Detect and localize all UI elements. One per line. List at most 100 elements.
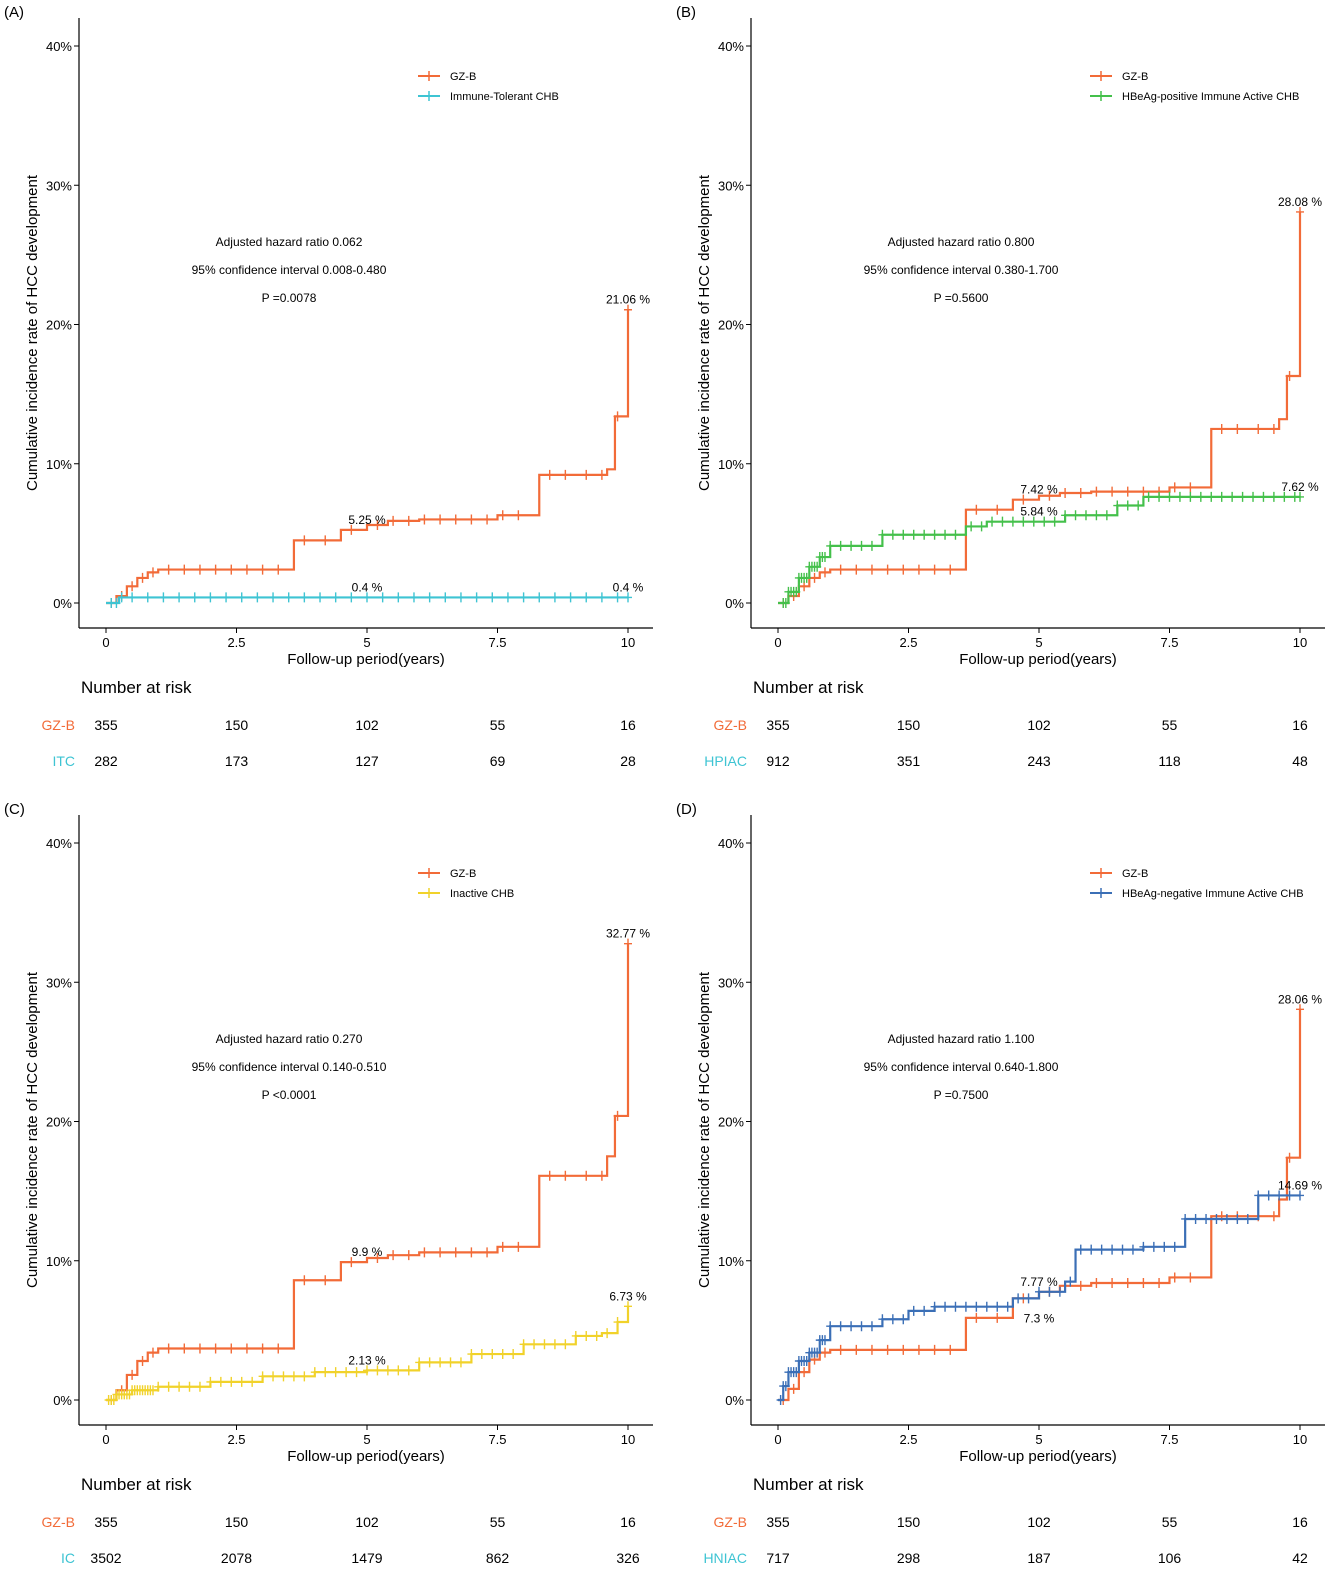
censor-mark: [852, 1344, 861, 1355]
y-tick-label: 10%: [46, 1254, 72, 1269]
censor-mark: [1186, 1272, 1195, 1283]
censor-mark: [321, 1367, 330, 1378]
risk-value: 42: [1292, 1550, 1308, 1566]
censor-mark: [1285, 1190, 1294, 1201]
censor-mark: [138, 572, 147, 583]
censor-mark: [514, 510, 523, 521]
risk-row-label: GZ-B: [42, 717, 75, 733]
risk-table-title: Number at risk: [81, 678, 192, 697]
censor-mark: [1296, 1004, 1304, 1015]
censor-mark: [582, 1330, 591, 1341]
censor-mark: [1029, 516, 1038, 527]
censor-mark: [920, 1305, 929, 1316]
censor-mark: [566, 592, 575, 603]
censor-mark: [582, 469, 591, 480]
censor-mark: [383, 1365, 392, 1376]
censor-mark: [331, 592, 340, 603]
y-tick-label: 10%: [718, 1254, 744, 1269]
x-tick-label: 5: [363, 635, 370, 650]
risk-value: 2078: [221, 1550, 252, 1566]
censor-mark: [1035, 1286, 1043, 1297]
censor-mark: [227, 1343, 236, 1354]
risk-value: 16: [1292, 717, 1308, 733]
y-tick-label: 40%: [718, 836, 744, 851]
panel-label: (B): [676, 4, 696, 21]
censor-mark: [185, 1381, 194, 1392]
censor-mark: [498, 1349, 507, 1360]
censor-mark: [1144, 491, 1153, 502]
risk-value: 351: [897, 753, 921, 769]
risk-row-label: IC: [61, 1550, 75, 1566]
censor-mark: [274, 564, 283, 575]
censor-mark: [472, 592, 481, 603]
censor-mark: [1087, 1244, 1096, 1255]
risk-value: 106: [1158, 1550, 1182, 1566]
censor-mark: [888, 529, 897, 540]
censor-mark: [1212, 1213, 1221, 1224]
censor-mark: [899, 529, 908, 540]
value-annotation: 2.13 %: [348, 1353, 386, 1367]
y-tick-label: 20%: [46, 1115, 72, 1130]
censor-mark: [1061, 487, 1070, 498]
censor-mark: [820, 1347, 829, 1358]
value-annotation: 14.69 %: [1278, 1178, 1322, 1192]
risk-value: 55: [490, 1514, 506, 1530]
legend-label: Inactive CHB: [450, 888, 514, 900]
censor-mark: [1285, 371, 1294, 382]
legend-label: GZ-B: [450, 868, 476, 880]
censor-mark: [347, 524, 356, 535]
value-annotation: 0.4 %: [352, 580, 383, 594]
censor-mark: [1296, 1190, 1304, 1201]
value-annotation: 7.77 %: [1020, 1275, 1058, 1289]
censor-mark: [1019, 494, 1028, 505]
censor-mark: [347, 592, 356, 603]
panel-label: (C): [4, 801, 25, 818]
censor-mark: [1275, 1190, 1284, 1201]
censor-mark: [826, 540, 835, 551]
censor-mark: [148, 1385, 157, 1396]
censor-mark: [389, 1250, 398, 1261]
x-axis-label: Follow-up period(years): [959, 1448, 1117, 1465]
censor-mark: [993, 504, 1002, 515]
censor-mark: [792, 1367, 801, 1378]
censor-mark: [561, 1339, 570, 1350]
censor-mark: [582, 1170, 591, 1181]
risk-value: 173: [225, 753, 249, 769]
series-line-2: [778, 1194, 1300, 1402]
censor-mark: [946, 1344, 955, 1355]
censor-mark: [1149, 1241, 1158, 1252]
risk-value: 717: [766, 1550, 790, 1566]
x-tick-label: 7.5: [488, 635, 506, 650]
stats-text: 95% confidence interval 0.140-0.510: [192, 1060, 387, 1074]
censor-mark: [1228, 491, 1237, 502]
censor-mark: [112, 598, 121, 608]
censor-mark: [977, 521, 986, 532]
y-tick-label: 10%: [718, 457, 744, 472]
censor-mark: [143, 592, 152, 603]
censor-mark: [867, 1321, 876, 1332]
censor-mark: [550, 592, 559, 603]
risk-value: 150: [225, 1514, 249, 1530]
censor-mark: [451, 1247, 460, 1258]
risk-value: 243: [1027, 753, 1051, 769]
censor-mark: [1207, 491, 1216, 502]
risk-value: 1479: [351, 1550, 382, 1566]
value-annotation: 9.9 %: [352, 1245, 383, 1259]
censor-mark: [1123, 1278, 1132, 1289]
censor-mark: [1113, 500, 1122, 511]
censor-mark: [488, 592, 497, 603]
censor-mark: [1243, 1213, 1252, 1224]
censor-mark: [909, 529, 918, 540]
censor-mark: [425, 1357, 434, 1368]
censor-mark: [331, 1367, 340, 1378]
censor-mark: [1092, 510, 1101, 521]
censor-mark: [781, 598, 790, 608]
censor-mark: [1108, 1244, 1117, 1255]
censor-mark: [597, 469, 606, 480]
censor-mark: [237, 1376, 246, 1387]
censor-mark: [1280, 491, 1289, 502]
censor-mark: [279, 1371, 288, 1382]
censor-mark: [222, 592, 231, 603]
value-annotation: 6.73 %: [609, 1289, 647, 1303]
